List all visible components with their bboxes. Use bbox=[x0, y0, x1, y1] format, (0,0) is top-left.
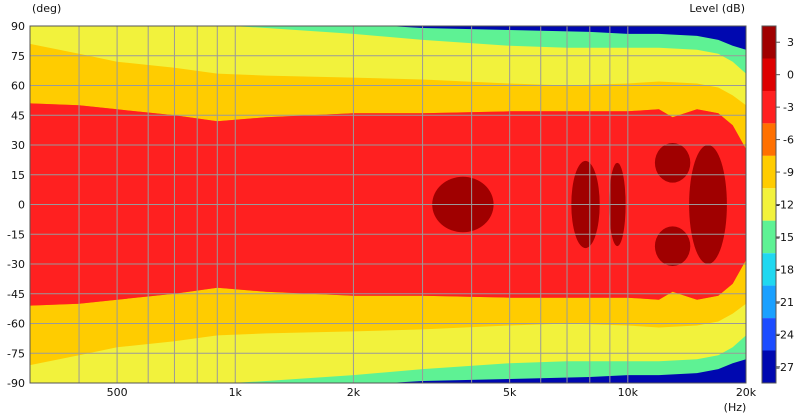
x-tick-label: 20k bbox=[736, 386, 757, 399]
colorbar-band bbox=[762, 90, 776, 124]
colorbar-band bbox=[762, 350, 776, 383]
colorbar: 3 0 -3 -6 -9 -12 -15 -18 -21 -24 -27 bbox=[761, 25, 794, 384]
colorbar-band bbox=[762, 318, 776, 351]
colorbar-label: -6 bbox=[783, 134, 794, 147]
colorbar-label: -27 bbox=[776, 361, 794, 374]
y-tick-label: 0 bbox=[18, 199, 25, 212]
plot-frame bbox=[29, 25, 747, 384]
y-axis-unit-label: (deg) bbox=[32, 2, 61, 15]
y-tick-label: 45 bbox=[11, 109, 25, 122]
colorbar-band bbox=[762, 220, 776, 254]
colorbar-title: Level (dB) bbox=[689, 2, 745, 15]
colorbar-label: -21 bbox=[776, 296, 794, 309]
x-tick-label: 2k bbox=[347, 386, 361, 399]
colorbar-label: -3 bbox=[783, 101, 794, 114]
colorbar-label: -9 bbox=[783, 166, 794, 179]
x-tick-label: 10k bbox=[618, 386, 639, 399]
peak-region-4 bbox=[654, 226, 691, 266]
y-tick-label: -75 bbox=[7, 347, 25, 360]
y-tick-label: 15 bbox=[11, 169, 25, 182]
colorbar-label: -12 bbox=[776, 199, 794, 212]
y-tick-label: 30 bbox=[11, 139, 25, 152]
x-tick-label: 1k bbox=[229, 386, 243, 399]
y-axis: 90 75 60 45 30 15 0 -15 -30 -45 -60 -75 -90 bbox=[7, 20, 25, 390]
colorbar-label: -15 bbox=[776, 231, 794, 244]
colorbar-label: 3 bbox=[787, 36, 794, 49]
colorbar-band bbox=[762, 253, 776, 286]
colorbar-band bbox=[762, 155, 776, 189]
colorbar-label: -24 bbox=[776, 328, 794, 341]
colorbar-band bbox=[762, 285, 776, 319]
grid bbox=[29, 25, 747, 384]
y-tick-label: -90 bbox=[7, 377, 25, 390]
y-tick-label: 90 bbox=[11, 20, 25, 33]
y-tick-label: 60 bbox=[11, 80, 25, 93]
y-tick-label: -15 bbox=[7, 228, 25, 241]
x-tick-label: 500 bbox=[107, 386, 128, 399]
peak-region-3 bbox=[654, 143, 691, 183]
colorbar-band bbox=[762, 188, 776, 221]
x-axis: 500 1k 2k 5k 10k 20k bbox=[107, 386, 757, 399]
y-tick-label: -30 bbox=[7, 258, 25, 271]
y-tick-label: 75 bbox=[11, 50, 25, 63]
colorbar-label: 0 bbox=[787, 69, 794, 82]
x-axis-unit-label: (Hz) bbox=[724, 401, 747, 414]
y-tick-label: -45 bbox=[7, 288, 25, 301]
colorbar-label: -18 bbox=[776, 263, 794, 276]
colorbar-band bbox=[762, 58, 776, 91]
y-tick-label: -60 bbox=[7, 318, 25, 331]
x-tick-label: 5k bbox=[503, 386, 517, 399]
colorbar-band bbox=[762, 26, 776, 59]
colorbar-band bbox=[762, 123, 776, 156]
